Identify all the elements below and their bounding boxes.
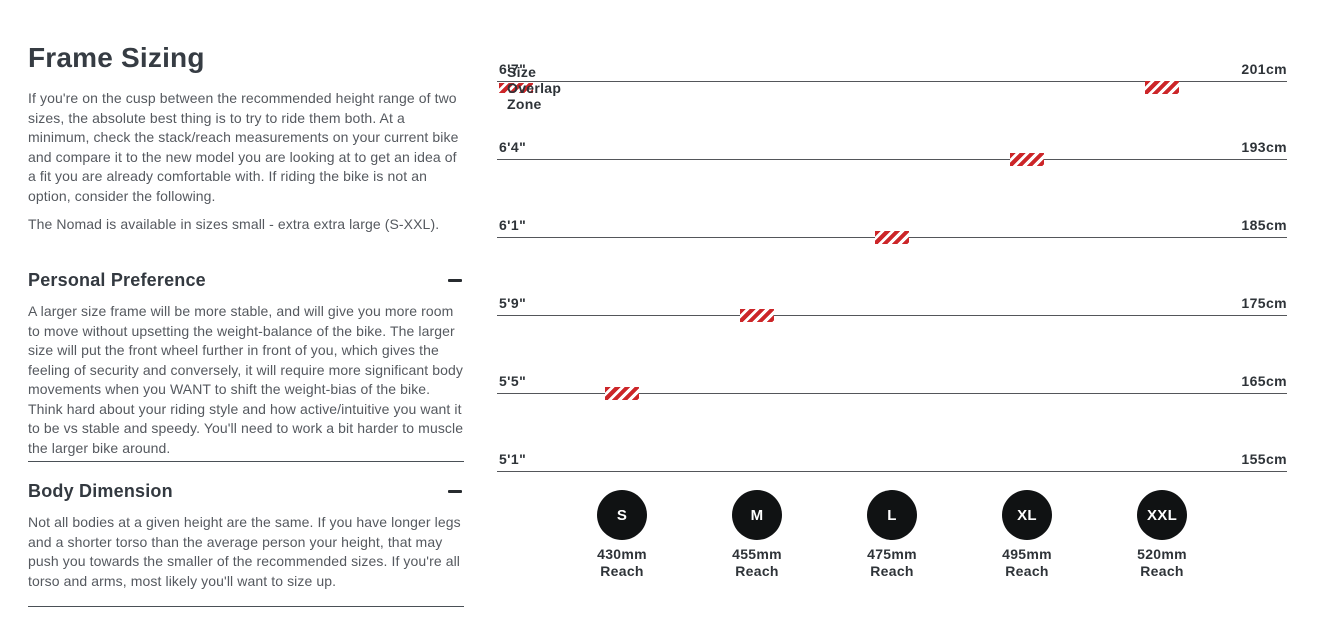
- size-range-bar-s: [605, 387, 639, 471]
- height-label-imperial: 5'9": [499, 295, 527, 311]
- height-grid-line: [497, 159, 1287, 160]
- height-grid-line: [497, 315, 1287, 316]
- overlap-zone-bottom: [740, 309, 774, 322]
- reach-label-s: 430mm Reach: [597, 546, 647, 579]
- frame-sizing-chart: 6'7" 201cm 6'4" 193cm 6'1" 185cm 5'9" 175cm 5'5"…: [497, 0, 1287, 621]
- legend-label: Size Overlap Zone: [507, 64, 562, 112]
- reach-label-l: 475mm Reach: [867, 546, 917, 579]
- height-label-metric: 155cm: [1241, 451, 1287, 467]
- height-grid-line: [497, 393, 1287, 394]
- accordion-header-personal-preference[interactable]: Personal Preference: [28, 269, 464, 291]
- reach-label-xl: 495mm Reach: [1002, 546, 1052, 579]
- availability-note: The Nomad is available in sizes small - …: [28, 216, 440, 232]
- accordion-header-body-dimension[interactable]: Body Dimension: [28, 480, 464, 502]
- intro-paragraph: If you're on the cusp between the recomm…: [28, 90, 459, 204]
- height-label-imperial: 6'1": [499, 217, 527, 233]
- section-divider: [28, 606, 464, 607]
- page-title: Frame Sizing: [28, 42, 205, 73]
- height-label-metric: 175cm: [1241, 295, 1287, 311]
- height-label-metric: 165cm: [1241, 373, 1287, 389]
- height-grid-line: [497, 81, 1287, 82]
- height-grid-line: [497, 471, 1287, 472]
- size-range-bar-xxl: [1145, 81, 1179, 166]
- height-label-imperial: 6'7": [499, 61, 527, 77]
- size-range-bar-m: [740, 309, 774, 400]
- height-label-metric: 193cm: [1241, 139, 1287, 155]
- size-range-bar-xl: [1010, 153, 1044, 244]
- size-circle-m: M: [732, 490, 782, 540]
- size-circle-l: L: [867, 490, 917, 540]
- reach-label-xxl: 520mm Reach: [1137, 546, 1187, 579]
- height-label-imperial: 5'5": [499, 373, 527, 389]
- overlap-zone-bottom: [875, 231, 909, 244]
- height-label-metric: 185cm: [1241, 217, 1287, 233]
- collapse-minus-icon[interactable]: [448, 489, 462, 493]
- collapse-minus-icon[interactable]: [448, 278, 462, 282]
- size-overlap-hatch-icon: [499, 83, 533, 93]
- personal-preference-paragraph: A larger size frame will be more stable,…: [28, 303, 464, 456]
- overlap-zone-bottom: [1010, 153, 1044, 166]
- left-text-column: Frame Sizing If you're on the cusp betwe…: [28, 0, 464, 621]
- section-title: Personal Preference: [28, 269, 206, 290]
- height-label-imperial: 6'4": [499, 139, 527, 155]
- size-circle-xxl: XXL: [1137, 490, 1187, 540]
- size-circle-s: S: [597, 490, 647, 540]
- height-label-imperial: 5'1": [499, 451, 527, 467]
- overlap-zone-top: [605, 387, 639, 400]
- size-range-bar-l: [875, 231, 909, 322]
- height-label-metric: 201cm: [1241, 61, 1287, 77]
- reach-label-m: 455mm Reach: [732, 546, 782, 579]
- section-title: Body Dimension: [28, 480, 173, 501]
- body-dimension-paragraph: Not all bodies at a given height are the…: [28, 514, 461, 589]
- size-circle-xl: XL: [1002, 490, 1052, 540]
- overlap-zone-bottom: [1145, 81, 1179, 94]
- section-divider: [28, 461, 464, 462]
